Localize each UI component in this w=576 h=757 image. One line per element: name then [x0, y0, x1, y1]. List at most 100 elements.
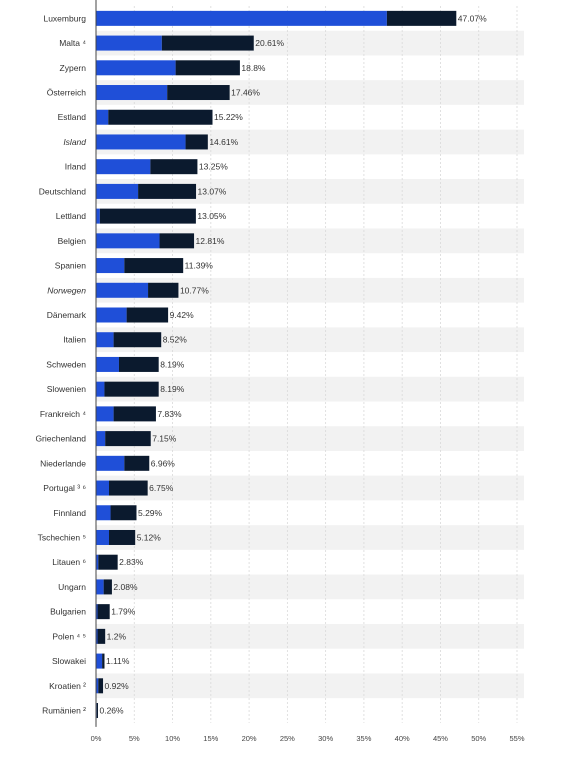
category-label: Dänemark — [47, 310, 87, 320]
row-stripe — [96, 475, 524, 501]
x-tick-label: 30% — [318, 734, 333, 743]
bar-segment-dark — [103, 579, 112, 595]
x-tick-label: 45% — [433, 734, 448, 743]
category-label: Niederlande — [40, 458, 86, 468]
data-label: 5.12% — [137, 532, 162, 542]
category-label: Slowakei — [52, 656, 86, 666]
bar-segment-dark — [159, 233, 195, 249]
data-label: 13.07% — [198, 186, 227, 196]
data-label: 20.61% — [255, 38, 284, 48]
bar-segment-blue — [96, 406, 114, 422]
data-label: 7.15% — [152, 434, 177, 444]
bar-segment-dark — [98, 678, 104, 694]
data-label: 6.96% — [151, 458, 176, 468]
x-tick-label: 25% — [280, 734, 295, 743]
category-label: Bulgarien — [50, 607, 86, 617]
bar-segment-dark — [175, 60, 240, 76]
bar-segment-dark — [109, 480, 148, 496]
data-label: 12.81% — [196, 236, 225, 246]
data-label: 10.77% — [180, 285, 209, 295]
category-label: Zypern — [60, 63, 87, 73]
data-label: 8.19% — [160, 384, 185, 394]
bar-segment-blue — [96, 356, 119, 372]
bar-segment-blue — [96, 431, 106, 447]
data-label: 2.83% — [119, 557, 144, 567]
category-label: Frankreich ⁴ — [40, 409, 87, 419]
data-label: 17.46% — [231, 88, 260, 98]
x-tick-label: 55% — [509, 734, 524, 743]
data-label: 0.92% — [105, 681, 130, 691]
bar-segment-dark — [124, 455, 150, 471]
bars — [96, 10, 457, 719]
data-label: 1.2% — [107, 631, 127, 641]
bar-segment-dark — [98, 554, 118, 570]
x-tick-label: 20% — [242, 734, 257, 743]
category-label: Irland — [65, 162, 87, 172]
category-label: Tschechien ⁵ — [38, 532, 86, 542]
category-label: Italien — [63, 335, 86, 345]
data-label: 1.79% — [111, 607, 136, 617]
bar-segment-dark — [99, 208, 196, 224]
row-stripe — [96, 327, 524, 353]
category-label: Portugal ³ ⁶ — [43, 483, 86, 493]
data-label: 13.25% — [199, 162, 228, 172]
bar-segment-blue — [96, 134, 186, 150]
bar-segment-blue — [96, 307, 127, 323]
bar-segment-blue — [96, 233, 160, 249]
bar-segment-dark — [104, 381, 159, 397]
bar-segment-blue — [96, 332, 114, 348]
x-tick-label: 15% — [203, 734, 218, 743]
bar-segment-dark — [113, 332, 162, 348]
bar-segment-dark — [113, 406, 156, 422]
bar-segment-blue — [96, 85, 168, 101]
bar-segment-blue — [96, 35, 162, 51]
x-tick-label: 50% — [471, 734, 486, 743]
category-label: Deutschland — [39, 186, 87, 196]
bar-segment-blue — [96, 159, 151, 175]
data-label: 6.75% — [149, 483, 174, 493]
bar-segment-blue — [96, 653, 103, 669]
data-label: 14.61% — [209, 137, 238, 147]
category-label: Belgien — [58, 236, 87, 246]
category-label: Lettland — [56, 211, 87, 221]
category-label: Malta ⁴ — [59, 38, 86, 48]
category-label: Litauen ⁶ — [52, 557, 86, 567]
category-label: Griechenland — [35, 434, 86, 444]
category-label: Island — [63, 137, 86, 147]
row-stripe — [96, 426, 524, 451]
data-label: 2.08% — [113, 582, 138, 592]
value-labels: 47.07% 20.61% 18.8% 17.46% 15.22% 14.61% 13.25… — [99, 13, 487, 715]
bar-segment-dark — [108, 109, 213, 125]
bar-segment-blue — [96, 579, 104, 595]
bar-segment-blue — [96, 604, 98, 620]
bar-segment-blue — [96, 282, 149, 298]
bar-segment-blue — [96, 554, 99, 570]
bar-segment-blue — [96, 208, 100, 224]
data-label: 18.8% — [241, 63, 266, 73]
bar-segment-dark — [97, 628, 106, 644]
bar-segment-dark — [126, 307, 169, 323]
bar-segment-dark — [109, 529, 136, 545]
data-label: 8.52% — [163, 335, 188, 345]
x-tick-label: 10% — [165, 734, 180, 743]
bar-segment-dark — [102, 653, 105, 669]
bar-segment-blue — [96, 480, 110, 496]
x-tick-label: 5% — [129, 734, 140, 743]
data-label: 7.83% — [157, 409, 182, 419]
gridlines — [133, 6, 518, 723]
category-label: Schweden — [46, 359, 86, 369]
row-stripe — [96, 574, 524, 600]
category-label: Spanien — [55, 261, 86, 271]
bar-segment-blue — [96, 678, 99, 694]
bar-segment-blue — [96, 60, 176, 76]
bar-segment-dark — [386, 10, 457, 26]
bar-segment-blue — [96, 258, 125, 274]
data-label: 11.39% — [185, 261, 214, 271]
category-label: Slowenien — [47, 384, 86, 394]
bar-segment-dark — [97, 604, 110, 620]
data-label: 5.29% — [138, 508, 163, 518]
bar-segment-dark — [150, 159, 198, 175]
bar-segment-blue — [96, 183, 139, 199]
